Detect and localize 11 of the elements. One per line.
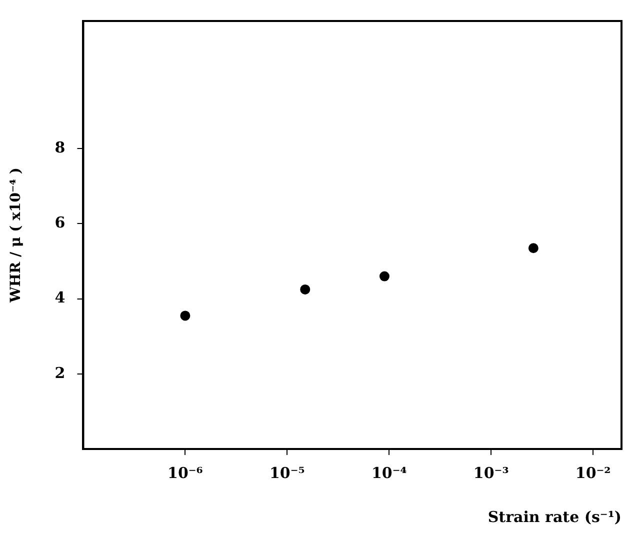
x-axis-title: Strain rate (s⁻¹) [488, 508, 622, 526]
y-tick-label: 4 [54, 288, 66, 307]
y-axis-title: WHR / μ ( x10⁻⁴ ) [8, 168, 24, 304]
x-tick-label: 10⁻³ [473, 464, 509, 482]
y-tick-label: 6 [54, 214, 66, 232]
x-tick-label: 10⁻⁵ [269, 464, 305, 482]
x-tick-label: 10⁻⁶ [168, 464, 204, 482]
x-tick-label: 10⁻² [575, 464, 611, 482]
y-tick-label: 8 [54, 138, 66, 157]
y-tick-label: 2 [54, 364, 66, 382]
x-tick-label: 10⁻⁴ [371, 464, 408, 482]
